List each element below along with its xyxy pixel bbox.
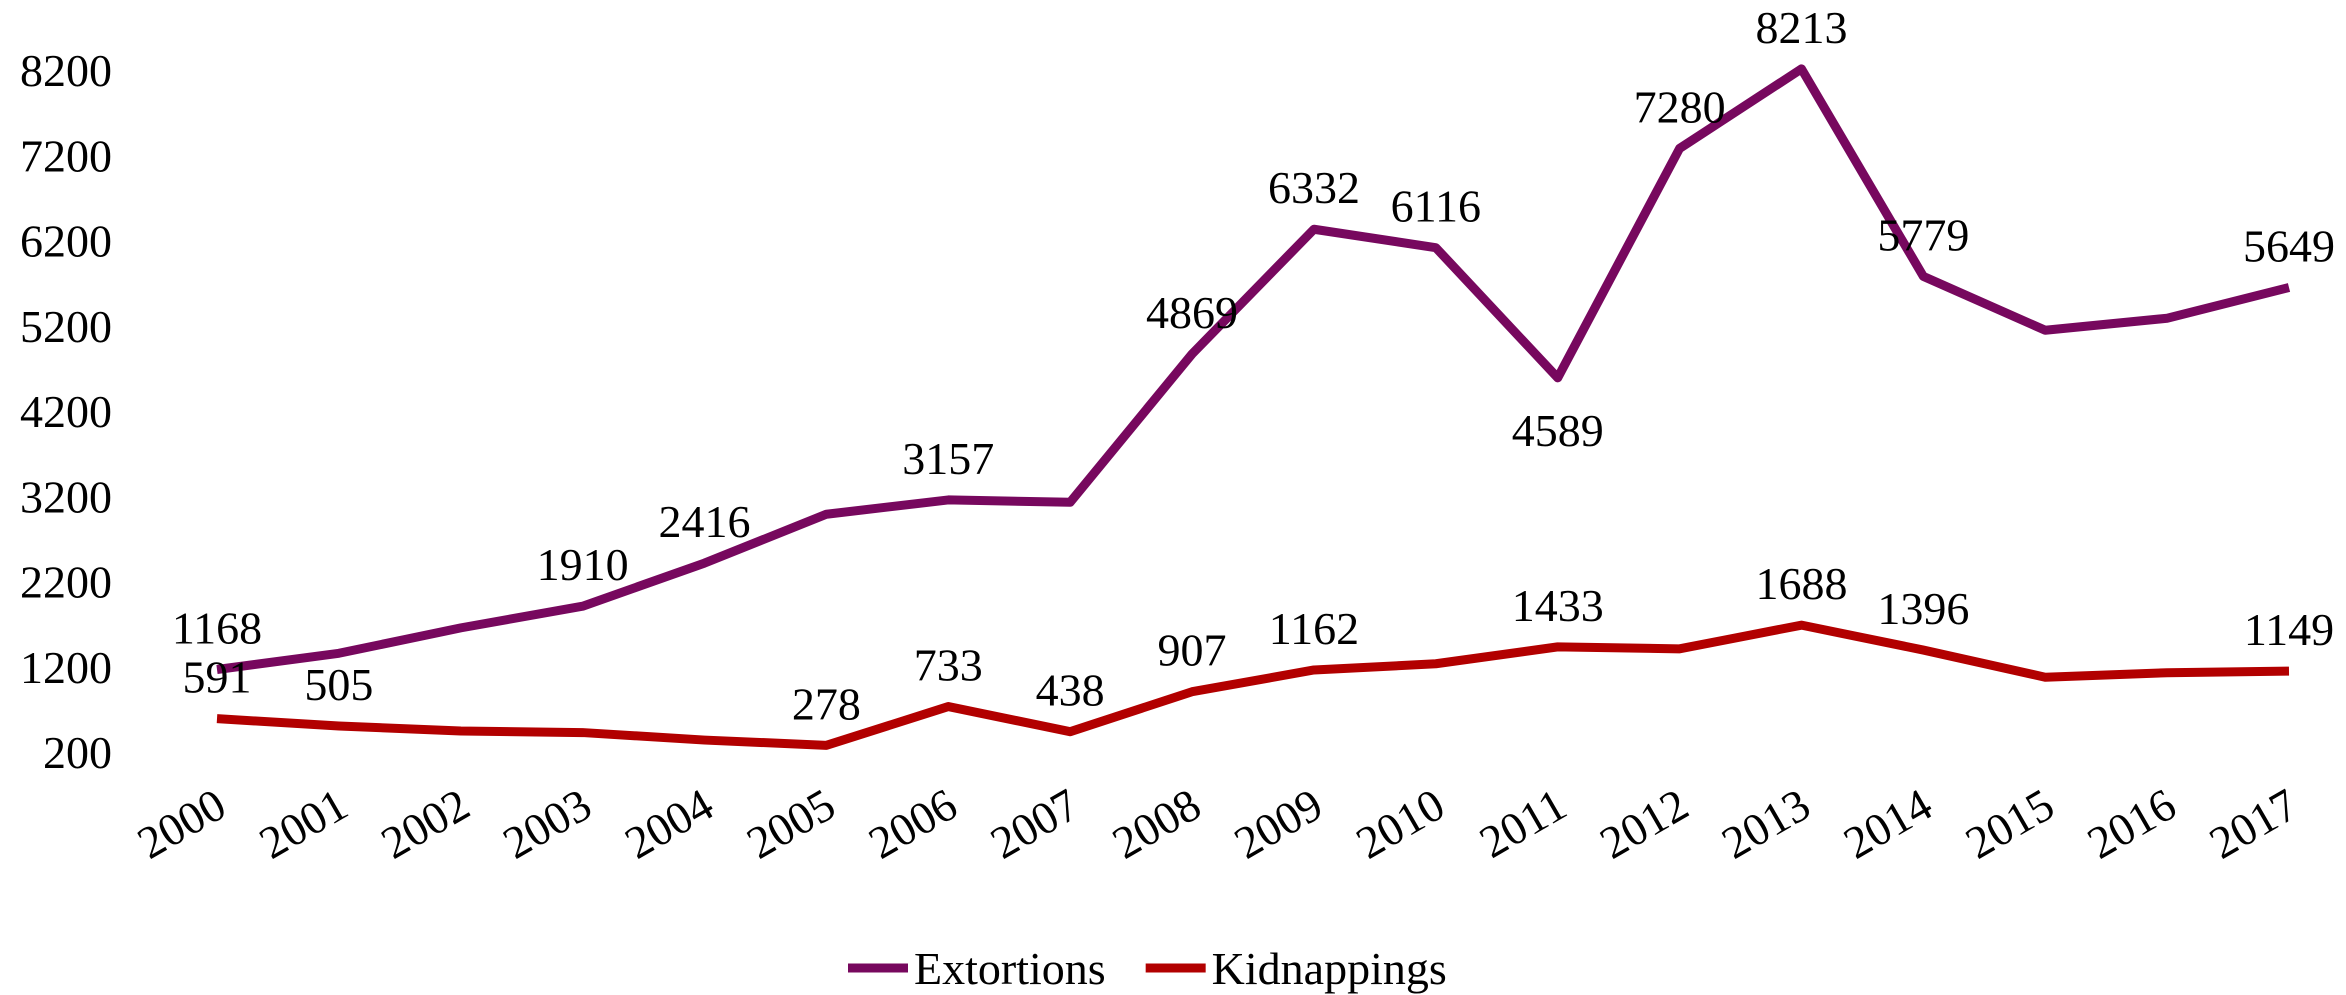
data-label: 4869 [1146,287,1238,338]
legend-label: Kidnappings [1212,943,1447,994]
series-line [216,64,2291,674]
data-label: 5649 [2243,220,2335,271]
y-tick-label: 5200 [20,301,112,352]
data-label: 733 [914,640,983,691]
data-label: 8213 [1755,2,1847,53]
x-tick-label: 2001 [251,778,356,868]
data-label: 278 [792,678,861,729]
data-label: 2416 [659,496,751,547]
x-tick-label: 2016 [2079,778,2184,868]
data-label: 3157 [902,433,994,484]
x-tick-label: 2010 [1348,778,1453,868]
x-tick-label: 2006 [860,778,965,868]
y-tick-label: 7200 [20,130,112,181]
x-tick-label: 2008 [1104,778,1209,868]
data-label: 1168 [172,602,262,653]
x-tick-label: 2002 [373,778,478,868]
data-label: 6116 [1391,181,1481,232]
x-tick-label: 2013 [1713,778,1818,868]
data-label: 1149 [2244,604,2334,655]
legend-label: Extortions [914,943,1106,994]
series-line [216,620,2290,750]
y-tick-label: 6200 [20,216,112,267]
data-label: 505 [304,659,373,710]
x-tick-label: 2014 [1835,778,1940,868]
x-tick-label: 2015 [1957,778,2062,868]
data-label: 6332 [1268,162,1360,213]
x-tick-label: 2000 [129,778,234,868]
y-tick-label: 2200 [20,557,112,608]
x-tick-label: 2004 [616,778,721,868]
x-tick-label: 2011 [1471,778,1575,867]
data-label: 7280 [1634,81,1726,132]
x-tick-label: 2003 [494,778,599,868]
y-tick-label: 4200 [20,386,112,437]
data-label: 1162 [1269,603,1359,654]
data-label: 1396 [1877,583,1969,634]
y-tick-label: 3200 [20,471,112,522]
x-tick-label: 2017 [2201,778,2306,868]
data-label: 1910 [537,539,629,590]
data-label: 438 [1036,665,1105,716]
x-tick-label: 2012 [1591,778,1696,868]
x-tick-label: 2005 [738,778,843,868]
x-tick-label: 2007 [982,778,1087,868]
data-label: 907 [1158,625,1227,676]
data-label: 1688 [1755,558,1847,609]
data-label: 5779 [1877,209,1969,260]
data-label: 591 [183,652,252,703]
y-tick-label: 1200 [20,642,112,693]
x-tick-label: 2009 [1226,778,1331,868]
y-tick-label: 200 [43,727,112,778]
y-tick-label: 8200 [20,45,112,96]
data-label: 1433 [1512,580,1604,631]
data-label: 4589 [1512,405,1604,456]
